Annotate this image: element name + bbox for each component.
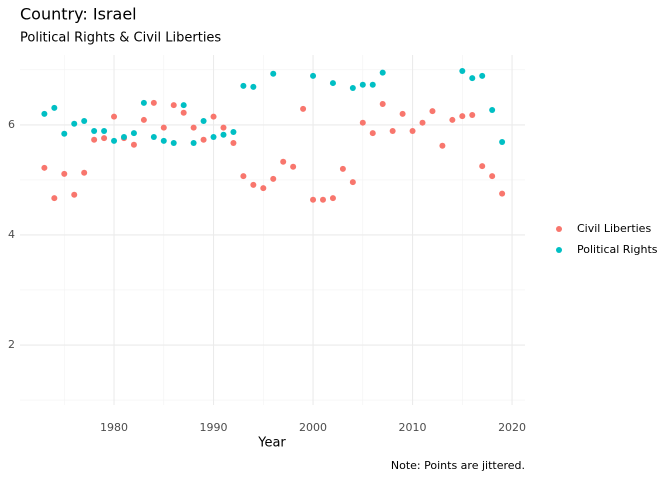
point (220, 131, 227, 138)
point (349, 85, 356, 92)
point (290, 163, 297, 170)
point (61, 170, 68, 177)
point (499, 190, 506, 197)
point (170, 102, 177, 109)
point (329, 195, 336, 202)
point (180, 109, 187, 116)
y-tick-label: 4 (8, 228, 15, 241)
legend-marker (556, 226, 562, 232)
legend-marker (556, 247, 562, 253)
point (130, 141, 137, 148)
point (429, 108, 436, 115)
point (200, 136, 207, 143)
point (310, 72, 317, 79)
point (101, 127, 108, 134)
chart-subtitle: Political Rights & Civil Liberties (20, 31, 221, 46)
point (111, 113, 118, 120)
point (300, 105, 307, 112)
point (150, 133, 157, 140)
y-tick-label: 6 (8, 118, 15, 131)
point (160, 124, 167, 131)
point (359, 81, 366, 88)
x-tick-label: 2010 (399, 421, 427, 434)
point (389, 127, 396, 134)
point (81, 169, 88, 176)
point (230, 129, 237, 136)
point (220, 124, 227, 131)
point (499, 138, 506, 145)
point (329, 80, 336, 87)
caption: Note: Points are jittered. (391, 459, 525, 472)
x-axis-label: Year (257, 436, 286, 451)
x-tick-label: 1990 (200, 421, 228, 434)
point (320, 196, 326, 203)
point (120, 133, 127, 140)
point (369, 130, 376, 137)
point (250, 83, 257, 90)
point (260, 185, 267, 192)
point (41, 110, 48, 117)
point (369, 81, 376, 88)
point (170, 140, 177, 147)
point (250, 181, 257, 188)
point (130, 130, 137, 137)
point (479, 72, 486, 79)
point (180, 102, 187, 109)
point (459, 113, 466, 120)
chart-title: Country: Israel (20, 5, 137, 24)
point (190, 140, 197, 147)
legend-label: Civil Liberties (577, 222, 651, 235)
point (210, 113, 217, 120)
point (71, 191, 78, 198)
point (210, 133, 217, 140)
point (409, 127, 416, 134)
point (240, 82, 247, 89)
point (349, 179, 356, 186)
point (61, 130, 68, 137)
point (91, 136, 98, 143)
x-tick-label: 2020 (498, 421, 526, 434)
point (449, 116, 456, 123)
point (310, 196, 317, 203)
point (270, 70, 277, 77)
point (71, 120, 78, 127)
point (469, 111, 476, 118)
point (41, 164, 48, 171)
point (339, 165, 346, 172)
point (81, 118, 88, 125)
point (190, 124, 197, 131)
point (479, 163, 486, 170)
point (101, 135, 108, 142)
point (51, 104, 58, 111)
point (240, 173, 247, 180)
point (280, 158, 287, 165)
point (419, 119, 426, 126)
y-tick-label: 2 (8, 338, 15, 351)
point (51, 195, 58, 202)
point (230, 140, 237, 147)
x-tick-label: 1980 (100, 421, 128, 434)
point (469, 75, 476, 82)
point (359, 119, 366, 126)
point (439, 142, 446, 149)
point (150, 99, 157, 106)
point (489, 107, 496, 114)
point (140, 99, 147, 106)
point (200, 118, 207, 125)
x-tick-label: 2000 (299, 421, 327, 434)
point (379, 100, 386, 107)
point (160, 137, 167, 144)
point (379, 69, 386, 76)
point (270, 175, 277, 182)
point (459, 67, 466, 74)
point (91, 127, 98, 134)
point (111, 137, 118, 144)
legend-label: Political Rights (577, 243, 658, 256)
point (140, 116, 147, 123)
point (489, 173, 496, 180)
point (399, 110, 406, 117)
